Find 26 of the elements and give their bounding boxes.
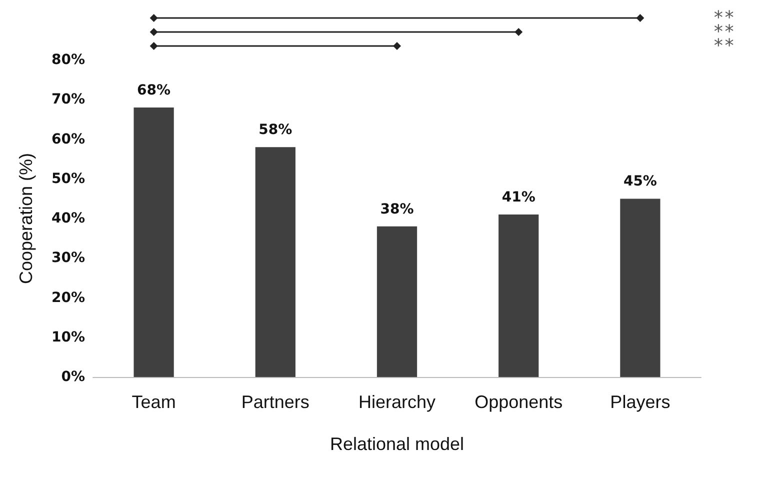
y-tick-label: 60% (51, 131, 85, 148)
data-label: 45% (623, 174, 657, 190)
x-tick-label: Opponents (474, 392, 563, 412)
y-tick-label: 70% (51, 92, 85, 108)
y-tick-label: 20% (51, 290, 85, 306)
bar (376, 226, 418, 377)
y-tick-label: 40% (51, 210, 85, 226)
x-tick-label: Players (610, 392, 670, 412)
bar (498, 214, 539, 377)
bar (620, 198, 660, 377)
x-axis-title: Relational model (330, 434, 464, 454)
y-axis-title: Cooperation (%) (16, 152, 36, 284)
x-tick-label: Partners (241, 392, 310, 412)
data-label: 68% (137, 82, 171, 99)
bar (134, 108, 174, 377)
bar (255, 147, 296, 377)
data-label: 38% (380, 201, 414, 218)
data-label: 58% (258, 122, 292, 138)
x-tick-label: Hierarchy (358, 392, 436, 412)
y-tick-label: 0% (61, 369, 85, 385)
y-tick-label: 80% (51, 52, 85, 68)
data-label: 41% (502, 190, 536, 206)
y-tick-label: 50% (51, 170, 85, 187)
y-tick-label: 30% (51, 250, 85, 266)
x-tick-label: Team (132, 392, 176, 412)
y-tick-label: 10% (51, 329, 85, 346)
